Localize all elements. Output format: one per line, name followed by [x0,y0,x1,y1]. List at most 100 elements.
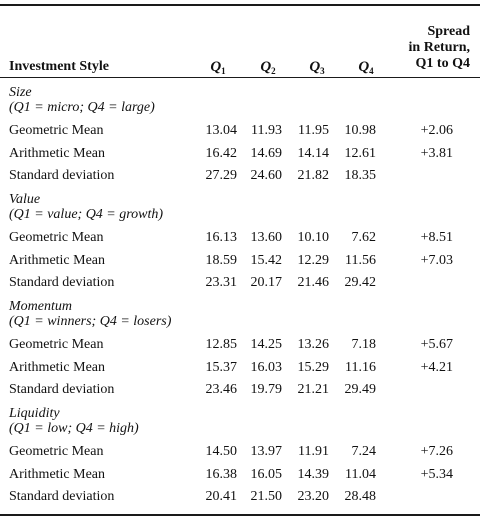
row-label: Arithmetic Mean [9,146,106,161]
cell-q4: 7.18 [351,337,377,352]
cell-q4: 10.98 [344,123,377,138]
cell-q1: 16.13 [205,230,238,245]
section-value-heading: Value (Q1 = value; Q4 = growth) [9,192,163,222]
table-row: Arithmetic Mean 16.42 14.69 14.14 12.61 … [0,144,480,164]
cell-q2: 15.42 [250,253,283,268]
column-header-q2: Q2 [248,59,288,76]
section-title: Value [9,192,41,207]
q2-letter: Q [260,59,272,75]
cell-q4: 18.35 [344,168,377,183]
section-subtitle: (Q1 = winners; Q4 = losers) [9,314,172,329]
spread-header-line-2: in Return, [408,40,470,55]
q2-subscript: 2 [271,66,276,76]
row-label: Standard deviation [9,168,115,183]
table-row: Geometric Mean 12.85 14.25 13.26 7.18 +5… [0,335,480,355]
column-header-q3: Q3 [297,59,337,76]
column-header-q4: Q4 [346,59,386,76]
spread-header-line-3: Q1 to Q4 [415,56,470,71]
cell-q3: 11.91 [298,444,329,459]
cell-q1: 20.41 [205,489,238,504]
row-label: Arithmetic Mean [9,360,106,375]
cell-q3: 10.10 [297,230,330,245]
row-label: Geometric Mean [9,123,104,138]
cell-q1: 16.38 [205,467,238,482]
cell-q1: 15.37 [205,360,238,375]
cell-spread: +3.81 [420,146,453,161]
cell-q2: 11.93 [251,123,282,138]
section-subtitle: (Q1 = value; Q4 = growth) [9,207,164,222]
cell-q4: 11.04 [345,467,376,482]
table-row: Standard deviation 23.31 20.17 21.46 29.… [0,273,480,293]
cell-q3: 11.95 [298,123,329,138]
q4-letter: Q [358,59,370,75]
cell-q2: 14.69 [250,146,283,161]
column-header-spread: Spread in Return, Q1 to Q4 [380,24,470,72]
column-header-investment-style: Investment Style [9,59,109,74]
section-subtitle: (Q1 = low; Q4 = high) [9,421,139,436]
cell-q2: 16.03 [250,360,283,375]
cell-q1: 12.85 [205,337,238,352]
row-label: Standard deviation [9,382,115,397]
cell-q1: 14.50 [205,444,238,459]
cell-q4: 29.42 [344,275,377,290]
cell-q4: 28.48 [344,489,377,504]
cell-q2: 21.50 [250,489,283,504]
section-title: Size [9,85,32,100]
row-label: Geometric Mean [9,230,104,245]
column-header-q1: Q1 [198,59,238,76]
q4-subscript: 4 [369,66,374,76]
table-top-rule [0,4,480,6]
cell-q3: 14.14 [297,146,330,161]
row-label: Geometric Mean [9,337,104,352]
section-momentum-heading: Momentum (Q1 = winners; Q4 = losers) [9,299,171,329]
cell-q2: 16.05 [250,467,283,482]
cell-q1: 16.42 [205,146,238,161]
cell-q1: 18.59 [205,253,238,268]
cell-q3: 21.46 [297,275,330,290]
cell-q3: 12.29 [297,253,330,268]
section-title: Liquidity [9,406,60,421]
table-row: Arithmetic Mean 18.59 15.42 12.29 11.56 … [0,251,480,271]
section-size-heading: Size (Q1 = micro; Q4 = large) [9,85,155,115]
cell-q3: 14.39 [297,467,330,482]
q3-subscript: 3 [320,66,325,76]
table-row: Geometric Mean 13.04 11.93 11.95 10.98 +… [0,121,480,141]
header-rule [0,77,480,78]
spread-header-line-1: Spread [427,24,470,39]
row-label: Geometric Mean [9,444,104,459]
table-row: Geometric Mean 16.13 13.60 10.10 7.62 +8… [0,228,480,248]
cell-spread: +8.51 [420,230,453,245]
cell-q1: 23.31 [205,275,238,290]
row-label: Arithmetic Mean [9,253,106,268]
cell-q4: 7.24 [351,444,377,459]
cell-spread: +5.67 [420,337,453,352]
section-subtitle: (Q1 = micro; Q4 = large) [9,100,155,115]
cell-q4: 12.61 [344,146,377,161]
cell-q2: 24.60 [250,168,283,183]
row-label: Arithmetic Mean [9,467,106,482]
table-row: Standard deviation 23.46 19.79 21.21 29.… [0,380,480,400]
cell-q2: 13.60 [250,230,283,245]
cell-q4: 11.16 [345,360,376,375]
table-row: Geometric Mean 14.50 13.97 11.91 7.24 +7… [0,442,480,462]
table-row: Standard deviation 20.41 21.50 23.20 28.… [0,487,480,507]
cell-spread: +7.26 [420,444,453,459]
q1-letter: Q [210,59,222,75]
table-row: Arithmetic Mean 15.37 16.03 15.29 11.16 … [0,358,480,378]
cell-q2: 20.17 [250,275,283,290]
row-label: Standard deviation [9,275,115,290]
cell-q4: 11.56 [345,253,376,268]
cell-spread: +7.03 [420,253,453,268]
cell-q3: 21.82 [297,168,330,183]
cell-spread: +4.21 [420,360,453,375]
table-row: Arithmetic Mean 16.38 16.05 14.39 11.04 … [0,465,480,485]
cell-q2: 19.79 [250,382,283,397]
table-bottom-rule [0,514,480,516]
cell-q2: 13.97 [250,444,283,459]
cell-q1: 13.04 [205,123,238,138]
cell-spread: +2.06 [420,123,453,138]
cell-q1: 27.29 [205,168,238,183]
section-title: Momentum [9,299,72,314]
q1-subscript: 1 [221,66,226,76]
cell-spread: +5.34 [420,467,453,482]
